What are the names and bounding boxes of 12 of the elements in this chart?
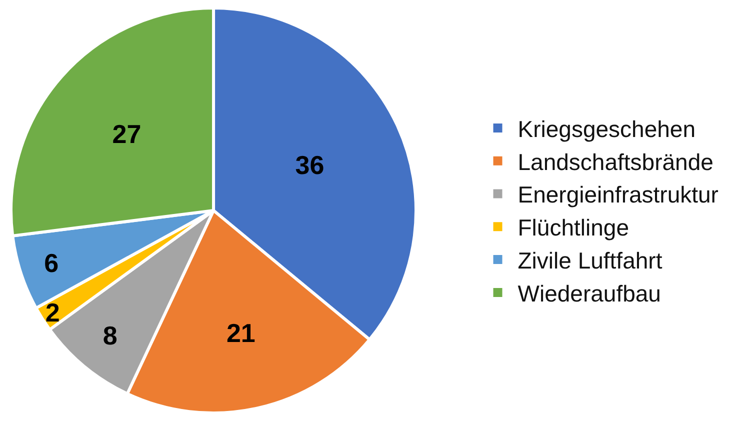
legend-label: Energieinfrastruktur — [518, 182, 719, 208]
data-label: 8 — [102, 320, 118, 350]
legend-label: Flüchtlinge — [518, 214, 629, 241]
data-label: 21 — [226, 318, 256, 348]
legend-label: Wiederaufbau — [518, 280, 661, 306]
data-label: 27 — [112, 118, 142, 149]
legend-label: Kriegsgeschehen — [518, 116, 696, 142]
data-label: 6 — [44, 248, 59, 278]
legend-label: Zivile Luftfahrt — [518, 248, 663, 274]
legend-label: Landschaftsbrände — [518, 148, 714, 175]
data-label: 36 — [295, 150, 324, 180]
data-label: 2 — [45, 298, 60, 328]
